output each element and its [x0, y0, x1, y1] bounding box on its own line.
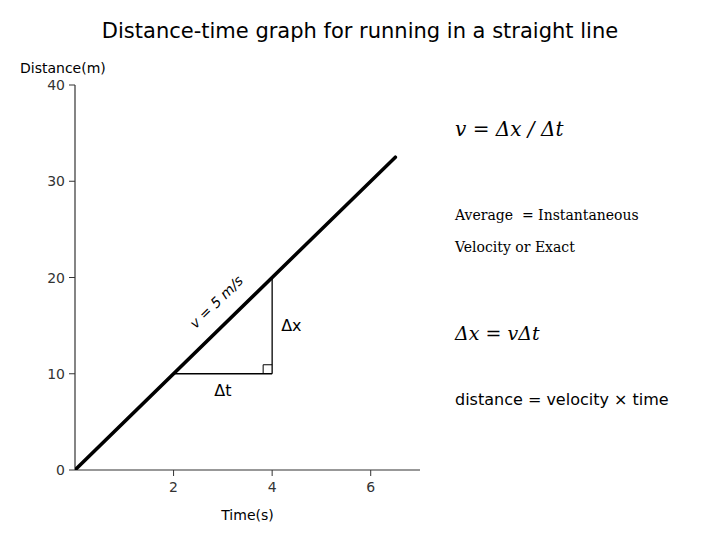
y-tick — [69, 373, 75, 374]
triangle-side — [174, 373, 273, 374]
y-tick — [69, 470, 75, 471]
side-annotation: distance = velocity × time — [455, 390, 669, 409]
delta-label: Δx — [281, 316, 301, 335]
y-tick — [69, 181, 75, 182]
x-axis-label: Time(s) — [220, 507, 273, 523]
title: Distance-time graph for running in a str… — [102, 19, 618, 43]
x-tick-label: 2 — [169, 479, 178, 495]
y-tick-label: 40 — [47, 77, 65, 93]
y-tick — [69, 85, 75, 86]
line — [75, 157, 395, 470]
plot-marks — [75, 157, 395, 470]
x-tick — [272, 470, 273, 476]
x-axis — [75, 469, 420, 470]
page: {"chart_data": {"type": "line", "title":… — [0, 0, 720, 540]
right-angle-marker — [263, 365, 272, 374]
side-annotation: Δx = vΔt — [454, 322, 540, 344]
chart: Distance-time graph for running in a str… — [0, 0, 720, 540]
y-tick-label: 30 — [47, 173, 65, 189]
side-annotation: Velocity or Exact — [454, 239, 575, 255]
x-tick-label: 6 — [366, 479, 375, 495]
slope-label: v = 5 m/s — [186, 272, 246, 331]
y-tick-label: 10 — [47, 366, 65, 382]
y-tick-label: 20 — [47, 270, 65, 286]
delta-label: Δt — [214, 381, 231, 400]
x-tick — [173, 470, 174, 476]
y-tick-label: 0 — [56, 462, 65, 478]
y-tick — [69, 277, 75, 278]
x-tick-label: 4 — [268, 479, 277, 495]
y-axis-label: Distance(m) — [20, 60, 106, 76]
side-annotation: v = Δx / Δt — [455, 117, 564, 141]
x-tick — [370, 470, 371, 476]
triangle-side — [271, 278, 272, 374]
side-annotation: Average = Instantaneous — [454, 207, 639, 223]
